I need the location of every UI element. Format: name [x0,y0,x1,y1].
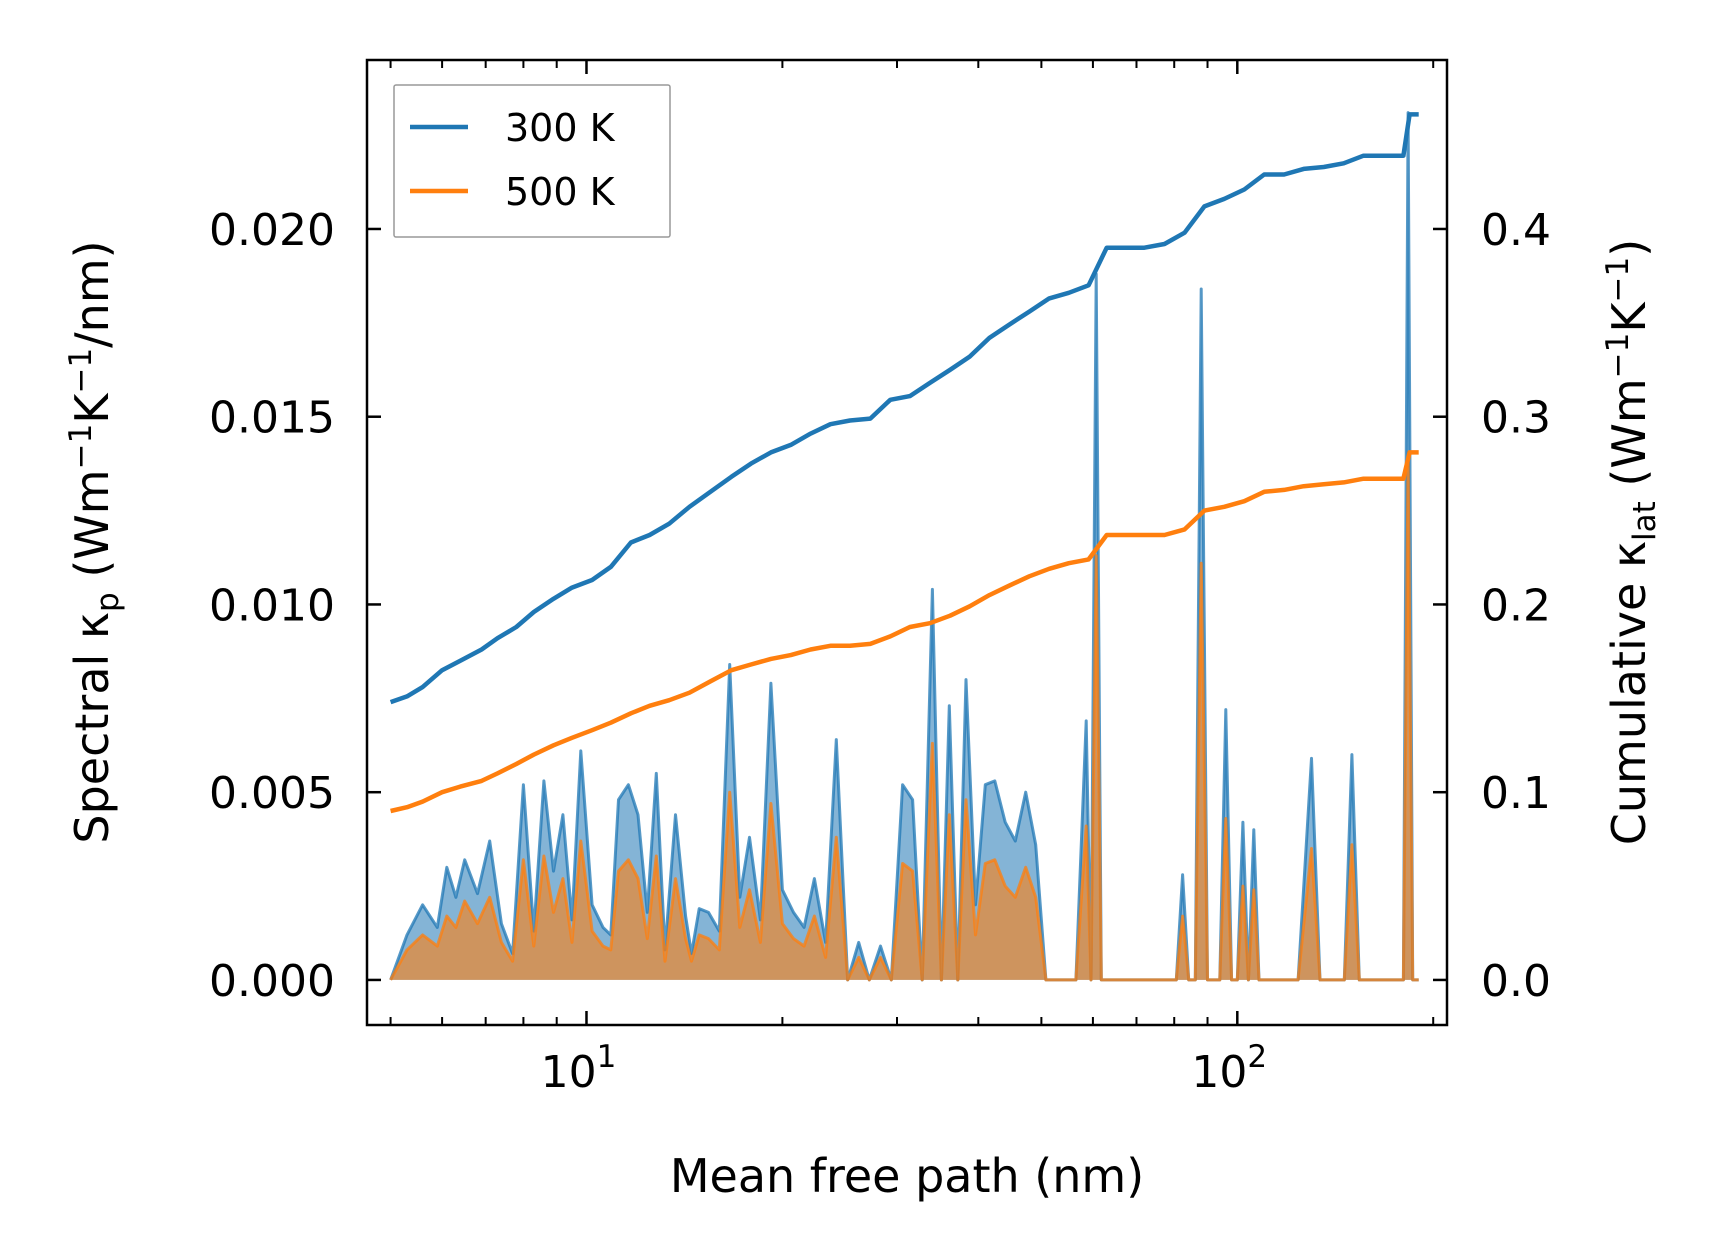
y-left-tick-label: 0.010 [209,580,335,631]
y-left-unit-open: (Wm [65,469,119,592]
tick-layer: 101 1020.0000.0050.0100.0150.0200.00.10.2… [209,60,1551,1098]
y-right-subscript: lat [1627,501,1663,541]
x-tick-label-exponent: 1 [597,1039,617,1075]
y-left-superscript-1: −1 [63,424,99,470]
spectral-line-500k [389,456,1419,982]
y-right-tick-label: 0.2 [1481,580,1551,631]
cumulative-line-500k [390,450,1419,814]
x-tick-label-base: 10 [1191,1047,1247,1098]
y-right-tick-label: 0.1 [1481,768,1551,819]
y-left-subscript: p [90,592,126,612]
legend-label-300k: 300 K [505,106,616,150]
y-right-tick-label: 0.4 [1481,205,1551,256]
y-right-unit-open: (Wm [1602,378,1656,501]
legend-frame [393,84,671,238]
series-line-layer [389,111,1419,982]
y-right-unit-k: K [1602,301,1656,333]
plot-frame [365,58,1449,1027]
x-tick-label-exponent: 2 [1247,1039,1267,1075]
y-left-unit-close: /nm) [65,240,119,347]
y-left-unit-k: K [65,392,119,424]
x-tick-label-base: 10 [541,1047,597,1098]
x-tick-label: 102 [1191,1039,1267,1098]
y-left-tick-label: 0.000 [209,956,335,1007]
y-right-unit-close: ) [1602,239,1656,257]
y-axis-left-title: Spectral κp (Wm−1K−1/nm) [63,240,126,843]
y-left-main: Spectral κ [65,612,119,844]
y-left-tick-label: 0.015 [209,393,335,444]
y-left-superscript-2: −1 [63,348,99,394]
y-left-tick-label: 0.005 [209,768,335,819]
y-right-tick-label: 0.0 [1481,956,1551,1007]
y-right-superscript-2: −1 [1600,257,1636,303]
legend-label-500k: 500 K [505,170,616,214]
y-right-tick-label: 0.3 [1481,393,1551,444]
cumulative-line-300k [389,112,1419,705]
y-right-main: Cumulative κ [1602,541,1656,845]
y-axis-right-title: Cumulative κlat (Wm−1K−1) [1600,239,1663,845]
y-right-superscript-1: −1 [1600,333,1636,379]
x-axis-title: Mean free path (nm) [670,1149,1144,1203]
legend: 300 K 500 K [393,84,671,238]
x-tick-label: 101 [541,1039,617,1098]
y-left-tick-label: 0.020 [209,205,335,256]
